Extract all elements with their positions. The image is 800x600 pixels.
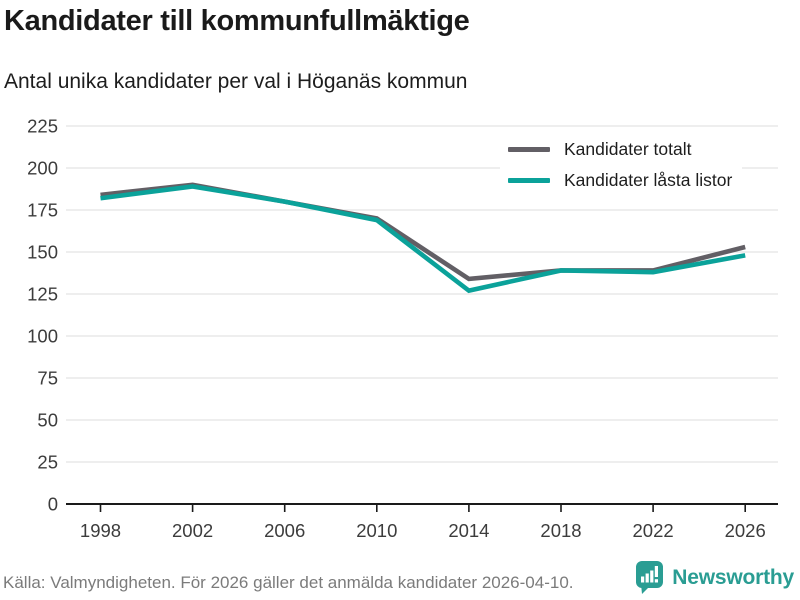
brand-name: Newsworthy (672, 565, 794, 589)
chart-canvas: 0 25 50 75 100 125 150 175 200 225 1998 2002 2006 201… (27, 116, 778, 541)
x-tick-label: 2006 (264, 520, 305, 541)
brand-logo: Newsworthy (634, 560, 794, 595)
line-chart: 0 25 50 75 100 125 150 175 200 225 1998 2002 2006 201… (0, 108, 800, 555)
y-tick-label: 150 (27, 242, 58, 263)
source-note: Källa: Valmyndigheten. För 2026 gäller d… (3, 573, 574, 592)
y-tick-label: 200 (27, 158, 58, 179)
chart-legend: Kandidater totalt Kandidater låsta listo… (500, 134, 743, 197)
legend-swatch-total (508, 146, 550, 152)
y-tick-label: 125 (27, 284, 58, 305)
legend-label-total: Kandidater totalt (564, 138, 692, 159)
series-line-0 (100, 182, 746, 282)
legend-item-locked: Kandidater låsta listor (508, 169, 732, 191)
page-title: Kandidater till kommunfullmäktige (4, 5, 470, 37)
series-line-1 (100, 184, 746, 294)
newsworthy-icon (636, 561, 664, 594)
legend-swatch-locked (508, 177, 550, 183)
y-tick-label: 175 (27, 200, 58, 221)
x-tick-label: 2018 (540, 520, 581, 541)
x-tick-label: 2022 (633, 520, 674, 541)
y-tick-label: 50 (37, 410, 58, 431)
page-subtitle: Antal unika kandidater per val i Höganäs… (4, 70, 468, 93)
x-tick-label: 2010 (356, 520, 397, 541)
y-tick-label: 75 (37, 368, 58, 389)
y-tick-label: 225 (27, 116, 58, 137)
legend-label-locked: Kandidater låsta listor (564, 169, 733, 190)
y-tick-label: 0 (48, 494, 58, 515)
x-tick-label: 2026 (725, 520, 766, 541)
y-tick-label: 25 (37, 452, 58, 473)
y-tick-label: 100 (27, 326, 58, 347)
legend-item-total: Kandidater totalt (508, 138, 732, 160)
x-tick-label: 2014 (448, 520, 489, 541)
x-tick-label: 1998 (80, 520, 121, 541)
x-tick-label: 2002 (172, 520, 213, 541)
